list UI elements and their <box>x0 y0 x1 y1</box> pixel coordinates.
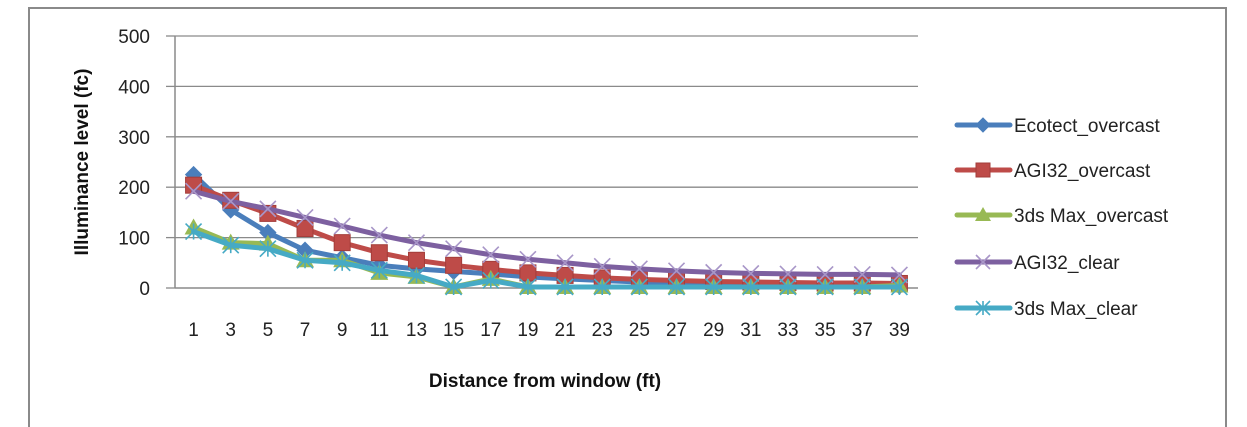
x-marker <box>975 254 991 270</box>
star-marker <box>259 240 277 258</box>
x-tick-label: 17 <box>480 320 501 341</box>
star-marker <box>779 278 797 296</box>
series-line <box>191 229 902 290</box>
x-marker <box>779 265 797 283</box>
y-tick-label: 300 <box>118 128 150 149</box>
y-tick-label: 200 <box>118 178 150 199</box>
x-tick-label: 19 <box>517 320 538 341</box>
x-marker <box>519 250 537 268</box>
star-marker <box>222 236 240 254</box>
series-3ds-max-clear <box>185 222 908 296</box>
y-axis-ticks: 0 100 200 300 400 500 <box>118 27 175 300</box>
legend-label: Ecotect_overcast <box>1014 116 1160 137</box>
x-tick-label: 39 <box>889 320 910 341</box>
y-axis-title: Illuminance level (fc) <box>72 69 93 256</box>
legend-label: 3ds Max_overcast <box>1014 206 1169 227</box>
star-marker <box>593 278 611 296</box>
x-marker <box>296 208 314 227</box>
star-marker <box>519 278 537 296</box>
legend-item: Ecotect_overcast <box>954 116 1160 137</box>
x-marker <box>742 264 760 282</box>
x-marker <box>593 257 611 275</box>
legend-item: AGI32_overcast <box>954 161 1151 182</box>
chart-frame <box>28 7 1227 427</box>
square-marker <box>370 244 388 262</box>
legend: Ecotect_overcast AGI32_overcast 3ds Max_ov… <box>954 116 1169 320</box>
x-marker <box>333 217 351 235</box>
star-marker <box>445 278 463 296</box>
x-tick-label: 7 <box>300 320 311 341</box>
x-marker <box>185 182 203 200</box>
x-tick-label: 11 <box>369 320 389 341</box>
x-tick-label: 27 <box>666 320 687 341</box>
x-axis-ticks: 1 3 5 7 9 11 13 15 17 19 21 23 25 27 29 31 33 35 37 39 <box>188 320 910 341</box>
x-tick-label: 13 <box>406 320 427 341</box>
x-marker <box>370 226 388 244</box>
square-marker <box>296 220 314 238</box>
star-marker <box>556 278 574 296</box>
diamond-marker <box>975 117 991 133</box>
legend-label: AGI32_clear <box>1014 253 1120 274</box>
x-tick-label: 1 <box>188 320 199 341</box>
star-marker <box>853 278 871 296</box>
star-marker <box>370 261 388 279</box>
series-agi32-clear <box>185 182 908 284</box>
x-tick-label: 29 <box>703 320 724 341</box>
legend-label: AGI32_overcast <box>1014 161 1151 182</box>
square-marker <box>407 251 425 269</box>
star-marker <box>296 251 314 269</box>
square-marker <box>445 256 463 274</box>
star-marker <box>742 278 760 296</box>
star-marker <box>482 271 500 290</box>
x-tick-label: 33 <box>777 320 798 341</box>
data-series <box>184 165 909 296</box>
star-marker <box>975 300 991 316</box>
star-marker <box>705 278 723 296</box>
x-tick-label: 37 <box>852 320 873 341</box>
x-marker <box>853 265 871 283</box>
series-line <box>191 188 902 278</box>
x-marker <box>445 240 463 258</box>
x-tick-label: 35 <box>815 320 836 341</box>
x-marker <box>667 262 686 280</box>
x-marker <box>890 266 908 284</box>
legend-item: AGI32_clear <box>954 253 1120 274</box>
y-tick-label: 0 <box>139 279 150 300</box>
square-marker <box>975 162 991 178</box>
x-marker <box>705 263 723 281</box>
x-tick-label: 25 <box>629 320 650 341</box>
square-marker <box>333 234 351 252</box>
x-marker <box>816 265 834 283</box>
x-tick-label: 5 <box>263 320 274 341</box>
star-marker <box>333 254 351 272</box>
x-marker <box>222 192 240 210</box>
star-marker <box>667 278 686 296</box>
y-tick-label: 500 <box>118 27 150 48</box>
x-tick-label: 15 <box>443 320 464 341</box>
star-marker <box>407 266 426 284</box>
triangle-marker <box>975 207 991 221</box>
legend-label: 3ds Max_clear <box>1014 299 1138 320</box>
x-axis-title: Distance from window (ft) <box>429 371 661 392</box>
x-tick-label: 23 <box>592 320 613 341</box>
x-marker <box>259 200 277 218</box>
x-marker <box>482 246 500 264</box>
x-tick-label: 9 <box>337 320 348 341</box>
x-tick-label: 3 <box>225 320 236 341</box>
gridlines <box>175 35 918 239</box>
y-tick-label: 100 <box>118 229 150 250</box>
star-marker <box>185 222 203 241</box>
star-marker <box>816 278 834 296</box>
y-tick-label: 400 <box>118 77 150 98</box>
x-tick-label: 21 <box>555 320 576 341</box>
x-marker <box>630 260 648 278</box>
x-tick-label: 31 <box>740 320 761 341</box>
x-marker <box>556 254 574 272</box>
star-marker <box>890 278 908 296</box>
legend-item: 3ds Max_overcast <box>954 206 1169 227</box>
legend-item: 3ds Max_clear <box>954 299 1138 320</box>
star-marker <box>630 278 648 296</box>
x-marker <box>407 234 426 252</box>
